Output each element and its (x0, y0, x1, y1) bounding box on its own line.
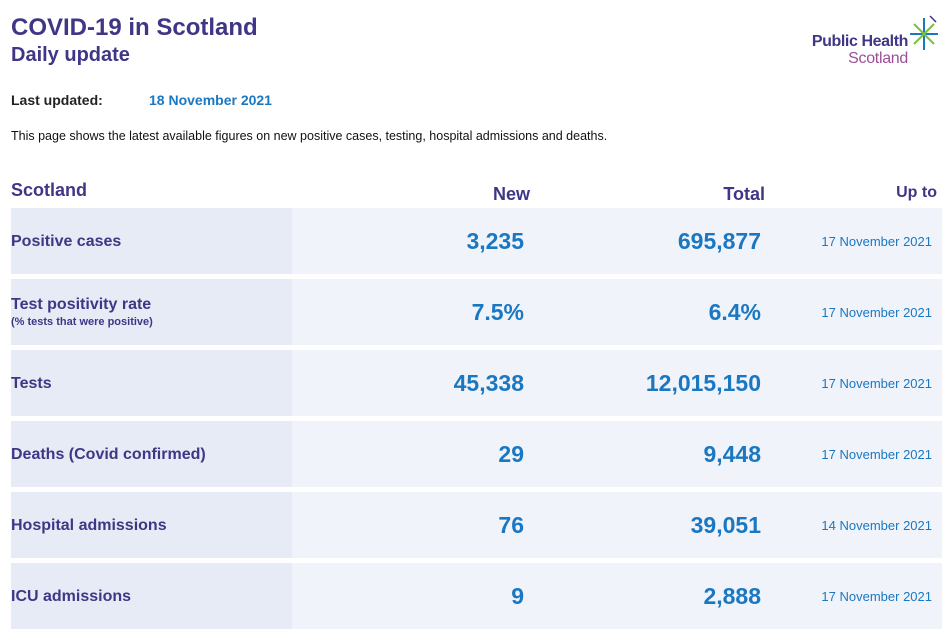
table-row-deaths: Deaths (Covid confirmed) 29 9,448 17 Nov… (11, 421, 942, 487)
row-label: Tests (11, 375, 52, 392)
table-row-positive-cases: Positive cases 3,235 695,877 17 November… (11, 208, 942, 274)
page-subtitle: Daily update (11, 44, 130, 66)
row-label: Test positivity rate (11, 296, 152, 313)
row-label: Hospital admissions (11, 517, 167, 534)
column-header-total: Total (723, 184, 765, 204)
logo-text-line1: Public Health (811, 33, 909, 50)
intro-text: This page shows the latest available fig… (11, 129, 608, 143)
stats-table: Positive cases 3,235 695,877 17 November… (11, 208, 942, 634)
row-value-total: 695,877 (677, 228, 761, 254)
row-value-upto: 17 November 2021 (821, 447, 932, 462)
column-header-upto: Up to (896, 184, 937, 201)
row-value-new: 76 (498, 512, 524, 538)
row-label: ICU admissions (11, 588, 132, 605)
row-value-upto: 17 November 2021 (821, 305, 932, 320)
table-row-hospital-admissions: Hospital admissions 76 39,051 14 Novembe… (11, 492, 942, 558)
row-value-total: 12,015,150 (645, 370, 761, 396)
table-row-icu-admissions: ICU admissions 9 2,888 17 November 2021 (11, 563, 942, 629)
row-value-upto: 17 November 2021 (821, 234, 932, 249)
last-updated-date: 18 November 2021 (149, 92, 272, 108)
row-label-cell (11, 492, 292, 558)
row-value-new: 3,235 (466, 228, 524, 254)
row-label-cell (11, 350, 292, 416)
row-value-upto: 17 November 2021 (821, 376, 932, 391)
row-value-new: 45,338 (453, 370, 524, 396)
last-updated-label: Last updated: (11, 92, 103, 108)
row-label-cell (11, 208, 292, 274)
row-label: Deaths (Covid confirmed) (11, 446, 206, 463)
row-value-upto: 17 November 2021 (821, 589, 932, 604)
row-value-upto: 14 November 2021 (821, 518, 932, 533)
row-label-cell (11, 421, 292, 487)
public-health-scotland-logo[interactable]: Public Health Scotland (800, 14, 942, 74)
table-row-tests: Tests 45,338 12,015,150 17 November 2021 (11, 350, 942, 416)
row-value-total: 6.4% (708, 299, 761, 325)
row-value-new: 29 (498, 441, 524, 467)
star-burst-icon (910, 15, 938, 50)
row-label-cell (11, 563, 292, 629)
row-label-cell (11, 279, 292, 345)
row-label: Positive cases (11, 233, 122, 250)
row-value-total: 9,448 (703, 441, 761, 467)
column-header-new: New (492, 184, 530, 204)
column-header-region: Scotland (11, 180, 88, 200)
table-row-test-positivity: Test positivity rate (% tests that were … (11, 279, 942, 345)
logo-text-line2: Scotland (848, 50, 908, 67)
row-value-new: 9 (511, 583, 524, 609)
row-sublabel: (% tests that were positive) (11, 316, 153, 328)
row-value-total: 39,051 (690, 512, 761, 538)
row-value-new: 7.5% (471, 299, 524, 325)
row-value-total: 2,888 (703, 583, 761, 609)
page-title: COVID-19 in Scotland (11, 14, 258, 41)
